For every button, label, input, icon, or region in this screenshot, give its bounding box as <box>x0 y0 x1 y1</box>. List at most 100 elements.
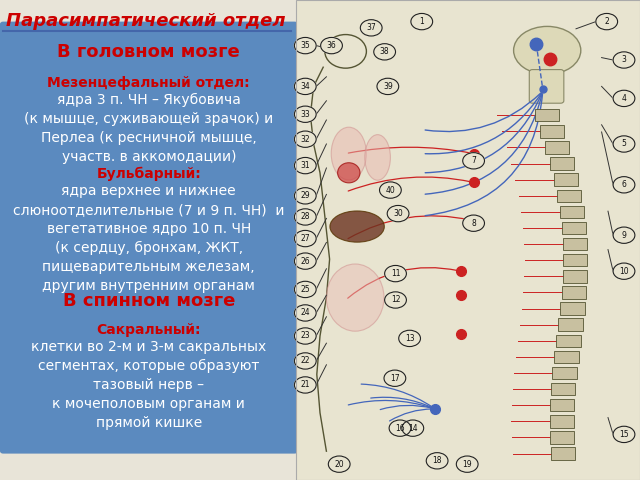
Text: 17: 17 <box>390 374 400 383</box>
Text: 16: 16 <box>395 424 405 432</box>
Bar <box>563 254 588 266</box>
Text: 6: 6 <box>621 180 627 189</box>
Bar <box>557 190 581 202</box>
Text: 36: 36 <box>326 41 337 50</box>
Ellipse shape <box>326 264 384 331</box>
Text: 9: 9 <box>621 231 627 240</box>
Circle shape <box>613 263 635 279</box>
Bar <box>556 335 580 347</box>
Text: 18: 18 <box>433 456 442 465</box>
Bar <box>540 125 564 138</box>
Circle shape <box>389 420 411 436</box>
Bar <box>550 157 574 170</box>
Bar <box>545 141 570 154</box>
Text: В головном мозге: В головном мозге <box>58 43 240 61</box>
Circle shape <box>294 37 316 54</box>
Circle shape <box>294 328 316 344</box>
Text: 20: 20 <box>334 460 344 468</box>
Text: 8: 8 <box>471 219 476 228</box>
Bar <box>296 0 640 480</box>
Circle shape <box>294 209 316 225</box>
Circle shape <box>294 281 316 298</box>
Text: 27: 27 <box>300 234 310 243</box>
Bar <box>562 286 586 299</box>
Bar <box>550 399 574 411</box>
Text: Сакральный:: Сакральный: <box>97 323 201 337</box>
Bar <box>554 351 579 363</box>
Text: 25: 25 <box>300 285 310 294</box>
Bar <box>550 415 574 428</box>
Text: 19: 19 <box>462 460 472 468</box>
Circle shape <box>613 227 635 243</box>
Text: 31: 31 <box>300 161 310 170</box>
Text: 1: 1 <box>419 17 424 26</box>
Text: 4: 4 <box>621 94 627 103</box>
Text: 23: 23 <box>300 332 310 340</box>
Circle shape <box>294 78 316 95</box>
Text: 30: 30 <box>393 209 403 218</box>
Circle shape <box>294 106 316 122</box>
Ellipse shape <box>365 134 390 180</box>
Circle shape <box>463 153 484 169</box>
Circle shape <box>399 330 420 347</box>
Text: 12: 12 <box>391 296 400 304</box>
Circle shape <box>380 182 401 198</box>
Text: 33: 33 <box>300 110 310 119</box>
Circle shape <box>613 136 635 152</box>
Circle shape <box>596 13 618 30</box>
Text: 38: 38 <box>380 48 390 56</box>
Circle shape <box>294 377 316 393</box>
Circle shape <box>294 353 316 369</box>
Circle shape <box>385 265 406 282</box>
Circle shape <box>613 177 635 193</box>
Circle shape <box>294 230 316 247</box>
FancyBboxPatch shape <box>0 22 298 454</box>
Circle shape <box>463 215 484 231</box>
Text: 14: 14 <box>408 424 418 432</box>
Text: 21: 21 <box>301 381 310 389</box>
Text: Мезенцефальный отдел:: Мезенцефальный отдел: <box>47 76 250 90</box>
Text: 3: 3 <box>621 56 627 64</box>
Bar <box>554 173 578 186</box>
Bar <box>535 109 559 121</box>
Ellipse shape <box>332 127 367 180</box>
Circle shape <box>360 20 382 36</box>
Bar <box>551 383 575 396</box>
Circle shape <box>294 157 316 174</box>
Text: 28: 28 <box>301 213 310 221</box>
Circle shape <box>613 52 635 68</box>
Circle shape <box>387 205 409 222</box>
Circle shape <box>321 37 342 54</box>
Bar <box>559 318 583 331</box>
Text: 37: 37 <box>366 24 376 32</box>
Circle shape <box>384 370 406 386</box>
Text: 10: 10 <box>619 267 629 276</box>
Circle shape <box>385 292 406 308</box>
Circle shape <box>402 420 424 436</box>
Text: 32: 32 <box>300 135 310 144</box>
Text: 29: 29 <box>300 192 310 200</box>
Circle shape <box>294 131 316 147</box>
Text: ядра 3 п. ЧН – Якубовича
(к мышце, суживающей зрачок) и
Перлеа (к ресничной мышц: ядра 3 п. ЧН – Якубовича (к мышце, сужив… <box>24 93 273 164</box>
Bar <box>563 270 587 283</box>
Text: Бульбарный:: Бульбарный: <box>97 167 201 181</box>
Circle shape <box>294 188 316 204</box>
Circle shape <box>456 456 478 472</box>
Circle shape <box>426 453 448 469</box>
Circle shape <box>374 44 396 60</box>
Circle shape <box>294 305 316 321</box>
Bar <box>551 447 575 460</box>
Circle shape <box>294 253 316 269</box>
Circle shape <box>411 13 433 30</box>
Text: 39: 39 <box>383 82 393 91</box>
Ellipse shape <box>338 163 360 183</box>
Text: 5: 5 <box>621 140 627 148</box>
Bar <box>560 205 584 218</box>
Circle shape <box>377 78 399 95</box>
Text: В спинном мозге: В спинном мозге <box>63 292 235 310</box>
FancyBboxPatch shape <box>529 70 564 103</box>
Text: 11: 11 <box>391 269 400 278</box>
Bar <box>550 431 574 444</box>
Circle shape <box>613 90 635 107</box>
Bar <box>562 222 586 234</box>
